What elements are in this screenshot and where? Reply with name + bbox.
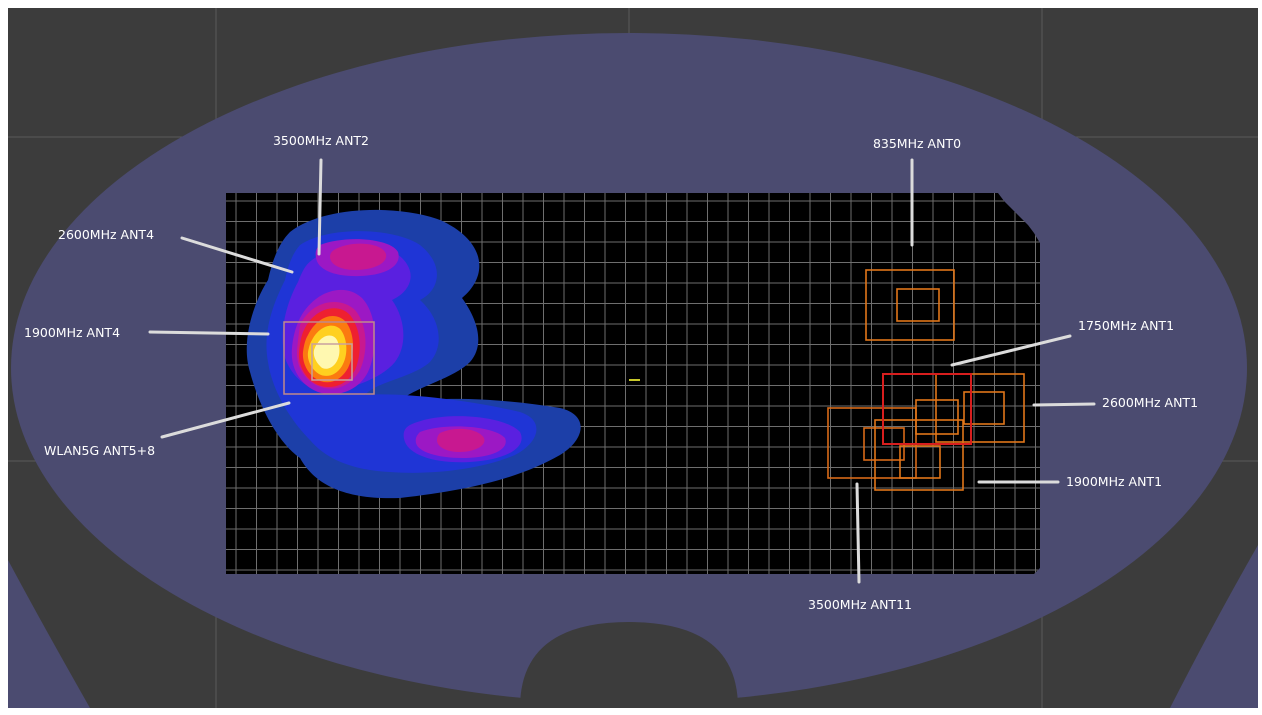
leader-lines bbox=[148, 158, 1096, 584]
antenna-box-ant1-1750 bbox=[882, 373, 972, 445]
leader-ant1-2600 bbox=[1032, 402, 1096, 407]
leader-ant4-1900 bbox=[148, 330, 270, 336]
leader-ant1-1750 bbox=[950, 334, 1072, 367]
antenna-box-ant4-1900 bbox=[283, 321, 375, 395]
label-ant1-1900: 1900MHz ANT1 bbox=[1066, 474, 1162, 489]
antenna-box-ant0-835-inner bbox=[896, 288, 940, 322]
label-ant0-835: 835MHz ANT0 bbox=[873, 136, 961, 151]
antenna-box-ant1-1900 bbox=[874, 419, 964, 491]
antenna-box-wlan5g bbox=[311, 343, 353, 381]
label-ant1-1750: 1750MHz ANT1 bbox=[1078, 318, 1174, 333]
label-ant1-2600: 2600MHz ANT1 bbox=[1102, 395, 1198, 410]
heatmap-contour-level-4 bbox=[291, 239, 506, 458]
label-ant2-3500: 3500MHz ANT2 bbox=[273, 133, 369, 148]
label-ant4-1900: 1900MHz ANT4 bbox=[24, 325, 120, 340]
label-wlan5g: WLAN5G ANT5+8 bbox=[44, 443, 155, 458]
antenna-box-ant1-2600-inner bbox=[963, 391, 1005, 425]
antenna-box-ant1-1750-inner bbox=[915, 399, 959, 435]
leader-ant4-2600 bbox=[180, 236, 294, 274]
label-ant11-3500: 3500MHz ANT11 bbox=[808, 597, 912, 612]
antenna-boxes-right bbox=[827, 269, 1025, 491]
leader-wlan5g bbox=[160, 401, 291, 439]
label-ant4-2600: 2600MHz ANT4 bbox=[58, 227, 154, 242]
antenna-box-ant1-2600 bbox=[935, 373, 1025, 443]
antenna-box-ant0-835 bbox=[865, 269, 955, 341]
leader-ant2-3500 bbox=[317, 158, 323, 256]
antenna-box-ant1-1900-inner bbox=[899, 445, 941, 479]
antenna-boxes-left bbox=[283, 321, 375, 395]
leader-ant11-3500 bbox=[855, 482, 861, 584]
phantom-neck-cutout bbox=[520, 622, 738, 708]
